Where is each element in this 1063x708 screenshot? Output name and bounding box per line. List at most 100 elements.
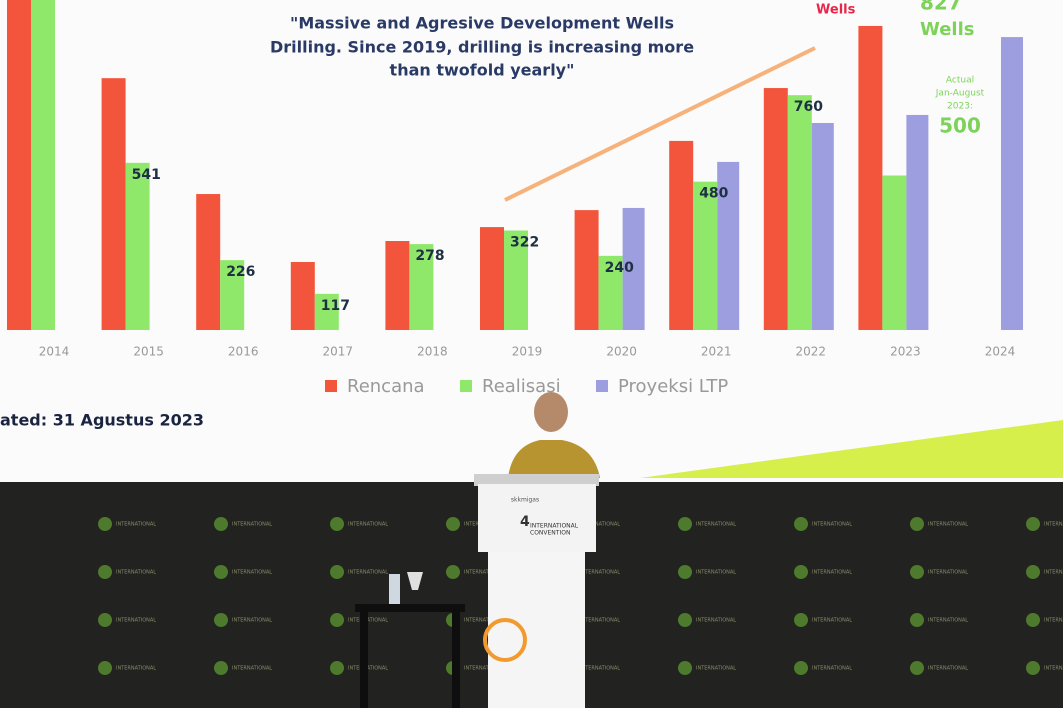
data-label: 500 [939,114,981,138]
side-table [355,604,465,612]
wall-logo-text: INTERNATIONAL [348,570,388,576]
wall-logo-mark [1026,517,1040,531]
bar [31,0,55,330]
x-tick-label: 2021 [701,345,732,359]
annotation: Actual [946,76,974,86]
x-tick-label: 2017 [323,345,354,359]
data-label: 226 [226,264,255,280]
wall-logo-text: INTERNATIONAL [928,570,968,576]
bar [1001,37,1023,331]
x-tick-label: 2022 [796,345,827,359]
legend-label: Proyeksi LTP [618,376,728,397]
data-label: 240 [605,260,634,276]
wall-logo-text: INTERNATIONAL [116,666,156,672]
data-label: 480 [699,186,728,202]
wall-logo-mark [794,565,808,579]
wall-logo-mark [214,517,228,531]
wall-logo-mark [910,565,924,579]
wall-logo-mark [330,661,344,675]
wall-logo-mark [330,613,344,627]
legend-label: Rencana [347,376,425,397]
water-bottle [389,574,400,604]
wall-logo-text: INTERNATIONAL [928,522,968,528]
bar [480,227,504,330]
bar [290,262,315,330]
bar [717,161,740,330]
wall-logo-text: INTERNATIONAL [696,666,736,672]
podium-text: CONVENTION [530,530,570,537]
x-tick-label: 2015 [133,345,164,359]
wall-logo-mark [794,517,808,531]
wall-logo-mark [98,517,112,531]
wall-logo-mark [910,517,924,531]
wall-logo-text: INTERNATIONAL [812,570,852,576]
annotation: Wells [920,19,974,40]
wall-logo-mark [98,661,112,675]
x-tick-label: 2018 [417,345,448,359]
bar [409,244,434,330]
wall-logo-text: INTERNATIONAL [232,570,272,576]
podium-number: 4 [520,514,530,530]
wall-logo-text: INTERNATIONAL [1044,618,1063,624]
wall-logo-text: INTERNATIONAL [348,522,388,528]
annotation: Wells [816,3,856,18]
bar [858,25,883,331]
wall-logo-text: INTERNATIONAL [464,618,504,624]
table-leg [360,612,368,708]
bar [622,207,645,330]
wall-logo-text: INTERNATIONAL [232,666,272,672]
wall-logo-text: INTERNATIONAL [464,666,504,672]
bar [598,255,623,330]
wall-logo-text: INTERNATIONAL [928,666,968,672]
annotation: 827 [920,0,962,15]
lectern-top [474,474,599,486]
bar [220,260,245,330]
speaker-body [508,440,600,478]
wall-logo-text: INTERNATIONAL [696,570,736,576]
legend-swatch [596,380,608,392]
wall-logo-text: INTERNATIONAL [580,522,620,528]
lectern-panel [478,484,596,552]
wall-logo-text: INTERNATIONAL [812,522,852,528]
annotation: Jan-August [935,89,985,99]
data-label: 117 [321,298,350,314]
wall-logo-text: INTERNATIONAL [348,618,388,624]
wall-logo-mark [678,565,692,579]
wall-logo-mark [794,613,808,627]
chart-subtitle: than twofold yearly" [390,61,575,80]
wall-logo-text: INTERNATIONAL [580,570,620,576]
wall-logo-mark [1026,565,1040,579]
data-label: 760 [794,99,823,115]
wall-logo-mark [910,661,924,675]
bar [693,181,718,330]
data-label: 541 [132,167,161,183]
bar [574,210,599,330]
wall-logo-text: INTERNATIONAL [812,666,852,672]
bar [385,241,410,330]
wall-logos: INTERNATIONAL INTERNATIONAL INTERNATIONAL I… [98,517,1063,675]
wall-logo-text: INTERNATIONAL [464,570,504,576]
wall-logo-mark [1026,661,1040,675]
chart: 2014 2015 2016 2017 2018 2019 2020 2021 2022 2023… [7,0,1023,397]
wall-logo-text: INTERNATIONAL [928,618,968,624]
x-tick-label: 2023 [890,345,921,359]
wall-logo-mark [678,661,692,675]
wall-logo-mark [330,565,344,579]
x-tick-label: 2016 [228,345,259,359]
footnote: ated: 31 Agustus 2023 [0,411,204,430]
bar [196,194,221,330]
annotation: 2023: [947,102,973,112]
wall-logo-mark [446,565,460,579]
bar [101,78,126,330]
chart-title: "Massive and Agresive Development Wells [290,14,674,33]
x-tick-label: 2019 [512,345,543,359]
wall-logo-mark [1026,613,1040,627]
wall-logo-text: INTERNATIONAL [1044,666,1063,672]
wall-logo-text: INTERNATIONAL [116,522,156,528]
wall-logo-mark [214,565,228,579]
wall-logo-mark [98,565,112,579]
wall-logo-text: INTERNATIONAL [116,570,156,576]
bar [906,114,929,330]
